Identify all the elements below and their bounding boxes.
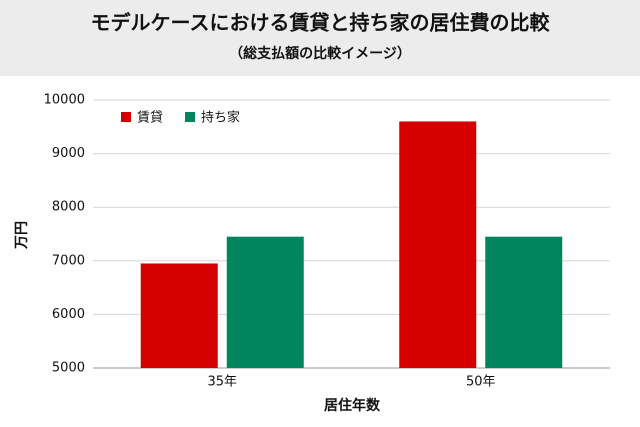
legend-label: 持ち家 xyxy=(201,110,240,126)
chart-subtitle: （総支払額の比較イメージ） xyxy=(229,45,411,62)
chart-title: モデルケースにおける賃貸と持ち家の居住費の比較 xyxy=(91,11,551,35)
bar xyxy=(140,263,218,368)
bar xyxy=(226,236,304,368)
header-bg xyxy=(0,0,640,76)
y-axis-label: 万円 xyxy=(14,221,30,250)
y-tick-label: 7000 xyxy=(52,253,85,268)
legend-swatch xyxy=(121,112,131,122)
bar xyxy=(399,121,477,368)
y-tick-label: 5000 xyxy=(52,361,85,376)
legend-label: 賃貸 xyxy=(137,110,163,126)
y-tick-label: 10000 xyxy=(44,93,85,108)
y-tick-label: 8000 xyxy=(52,200,85,215)
x-axis-label: 居住年数 xyxy=(324,397,381,414)
legend-swatch xyxy=(185,112,196,122)
x-tick-label: 50年 xyxy=(466,375,496,390)
bar xyxy=(485,236,563,368)
x-tick-label: 35年 xyxy=(207,375,237,390)
y-tick-label: 9000 xyxy=(52,146,85,161)
y-tick-label: 6000 xyxy=(52,307,85,322)
